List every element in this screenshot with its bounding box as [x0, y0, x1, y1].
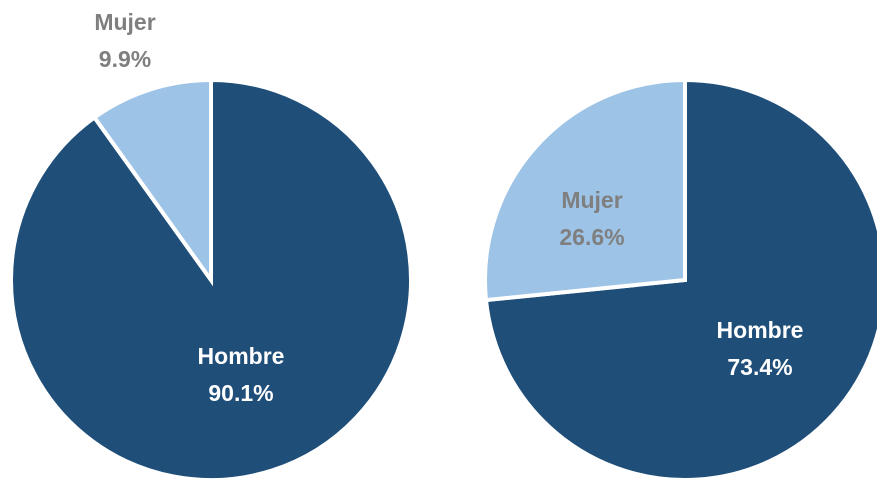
slice-value-label: 90.1% [208, 380, 273, 406]
slice-category-label: Mujer [561, 187, 622, 213]
slice-value-label: 73.4% [727, 354, 792, 380]
slice-category-label: Hombre [717, 317, 804, 343]
slice-value-label: 9.9% [99, 46, 151, 72]
pie-slice [483, 77, 877, 479]
pie-slice [91, 77, 213, 287]
slice-category-label: Mujer [94, 9, 155, 35]
slice-value-label: 26.6% [559, 224, 624, 250]
pie-slice [483, 77, 687, 303]
slice-category-label: Hombre [198, 343, 285, 369]
